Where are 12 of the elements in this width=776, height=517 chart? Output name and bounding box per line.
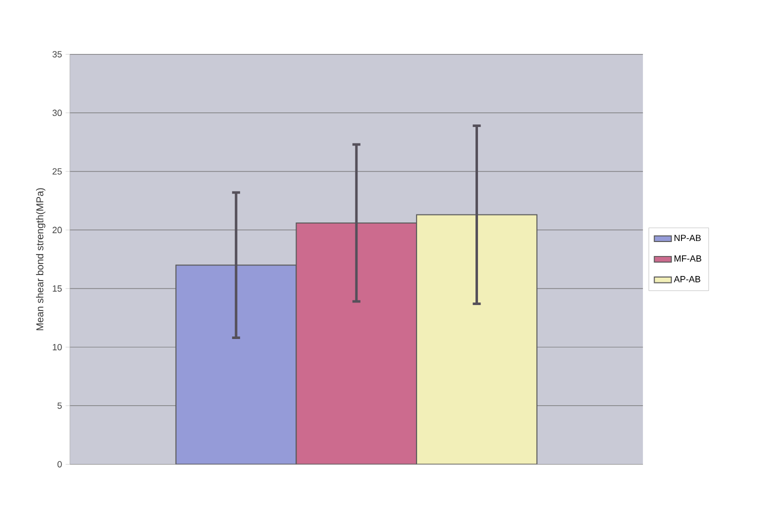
y-tick-label: 15 (52, 285, 62, 292)
y-tick-label: 5 (58, 402, 62, 409)
legend-label: AP-AB (674, 276, 700, 282)
y-tick-label: 25 (52, 168, 62, 175)
legend-label: MF-AB (674, 255, 702, 262)
y-tick-label: 10 (52, 344, 62, 350)
y-axis-title: Mean shear bond strength(MPa) (36, 188, 46, 330)
y-tick-label: 20 (52, 226, 62, 234)
legend-label: NP-AB (674, 234, 701, 241)
y-tick-label: 0 (58, 461, 62, 468)
y-tick-label: 35 (52, 51, 62, 58)
y-tick-label: 30 (52, 110, 62, 116)
